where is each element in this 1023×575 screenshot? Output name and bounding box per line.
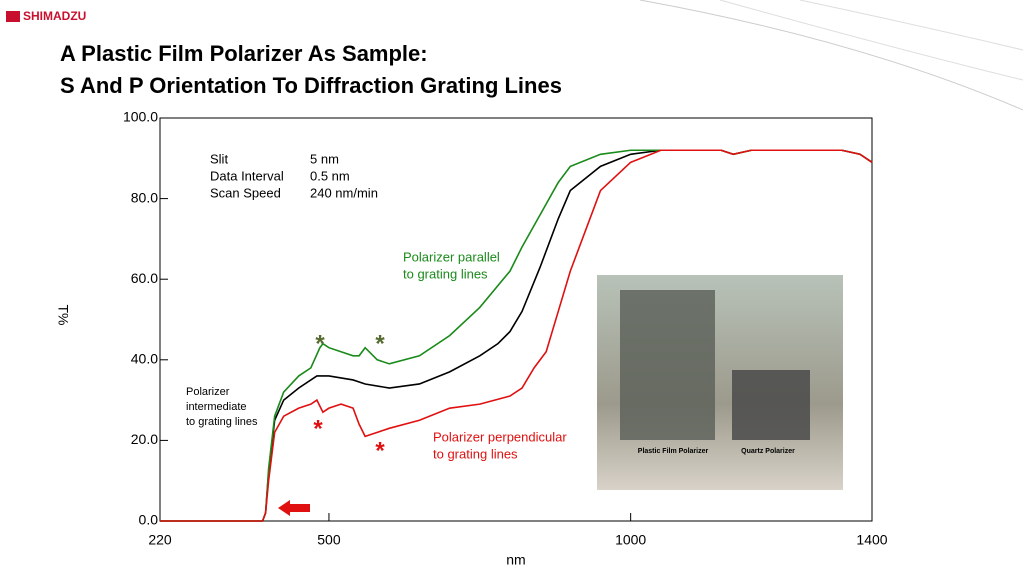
decor bbox=[799, 0, 1023, 51]
y-tick-label: 60.0 bbox=[131, 270, 158, 286]
x-tick-label: 1000 bbox=[615, 532, 646, 548]
setting-name: Data Interval bbox=[210, 168, 284, 183]
x-tick-label: 1400 bbox=[856, 532, 887, 548]
y-axis-label: T% bbox=[55, 305, 71, 326]
annotation: Polarizer parallel bbox=[403, 249, 500, 264]
setting-name: Scan Speed bbox=[210, 185, 281, 200]
annotation: Polarizer bbox=[186, 386, 230, 398]
annotation: to grating lines bbox=[403, 266, 488, 281]
y-tick-label: 0.0 bbox=[139, 512, 159, 528]
annotation: intermediate bbox=[186, 401, 247, 413]
y-tick-label: 100.0 bbox=[123, 109, 158, 125]
annotation: to grating lines bbox=[433, 446, 518, 461]
logo: SHIMADZU bbox=[23, 9, 86, 23]
setting-name: Slit bbox=[210, 151, 228, 166]
setting-value: 240 nm/min bbox=[310, 185, 378, 200]
y-tick-label: 40.0 bbox=[131, 351, 158, 367]
arrow bbox=[278, 500, 310, 516]
y-tick-label: 20.0 bbox=[131, 431, 158, 447]
marker: * bbox=[315, 330, 325, 357]
title: S And P Orientation To Diffraction Grati… bbox=[60, 73, 562, 98]
x-axis-label: nm bbox=[506, 552, 525, 568]
marker: * bbox=[375, 330, 385, 357]
title: A Plastic Film Polarizer As Sample: bbox=[60, 41, 428, 66]
decor bbox=[639, 0, 1023, 111]
annotation: Polarizer perpendicular bbox=[433, 429, 567, 444]
photo-film bbox=[620, 290, 715, 440]
setting-value: 5 nm bbox=[310, 151, 339, 166]
x-tick-label: 220 bbox=[148, 532, 172, 548]
x-tick-label: 500 bbox=[317, 532, 341, 548]
photo-quartz bbox=[732, 370, 810, 440]
decor bbox=[719, 0, 1023, 81]
plot-frame bbox=[159, 117, 873, 522]
series-line bbox=[160, 149, 873, 522]
photo-label: Plastic Film Polarizer bbox=[638, 448, 709, 455]
annotation: to grating lines bbox=[186, 416, 258, 428]
photo-label: Quartz Polarizer bbox=[741, 448, 795, 455]
setting-value: 0.5 nm bbox=[310, 168, 350, 183]
y-tick-label: 80.0 bbox=[131, 189, 158, 205]
logo-mark bbox=[6, 11, 20, 22]
marker: * bbox=[313, 415, 323, 442]
marker: * bbox=[375, 437, 385, 464]
